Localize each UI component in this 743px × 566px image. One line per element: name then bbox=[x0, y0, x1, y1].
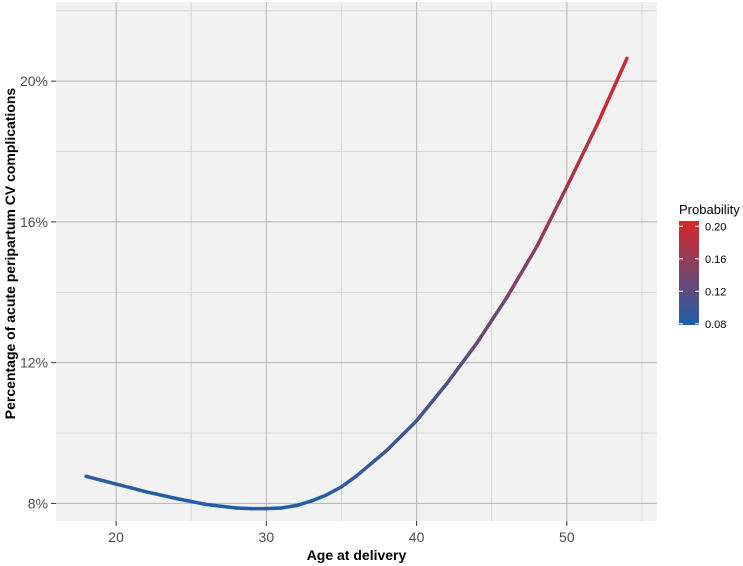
line-segment bbox=[339, 474, 359, 489]
x-tick-label: 50 bbox=[559, 529, 575, 545]
legend-label: 0.08 bbox=[705, 319, 726, 331]
line-segment bbox=[204, 502, 239, 510]
legend-label: 0.12 bbox=[705, 286, 726, 298]
legend: Probability 0.20 0.16 0.12 0.08 bbox=[679, 202, 740, 331]
line-segment bbox=[595, 56, 629, 127]
tick-labels: 20 30 40 50 8% 12% 16% 20% bbox=[20, 73, 575, 545]
y-tick-label: 16% bbox=[20, 214, 48, 230]
line-segment bbox=[294, 499, 314, 508]
legend-colorbar bbox=[679, 221, 699, 325]
line-segment bbox=[354, 448, 389, 478]
line-segment bbox=[505, 244, 539, 300]
y-tick-label: 12% bbox=[20, 355, 48, 371]
y-axis-title: Percentage of acute peripartum CV compli… bbox=[2, 88, 18, 420]
line-segment bbox=[309, 493, 329, 503]
legend-ticks: 0.20 0.16 0.12 0.08 bbox=[679, 221, 726, 331]
line-segment bbox=[324, 485, 344, 497]
plot-panel bbox=[56, 2, 657, 521]
line-segment bbox=[114, 482, 148, 494]
grid-lines bbox=[56, 2, 657, 521]
line-segment bbox=[144, 490, 178, 501]
axis-ticks bbox=[51, 80, 568, 526]
line-segment bbox=[414, 382, 449, 423]
line-segment bbox=[565, 123, 599, 189]
x-tick-label: 20 bbox=[108, 529, 124, 545]
y-tick-label: 20% bbox=[20, 73, 48, 89]
line-segment bbox=[474, 295, 509, 346]
line-segment bbox=[384, 418, 419, 453]
y-tick-label: 8% bbox=[28, 495, 48, 511]
x-tick-label: 40 bbox=[409, 529, 425, 545]
legend-label: 0.16 bbox=[705, 254, 726, 266]
line-segment bbox=[84, 474, 118, 486]
line-segment bbox=[444, 341, 479, 386]
line-segment bbox=[234, 506, 254, 511]
line-segment bbox=[535, 184, 569, 249]
data-line bbox=[84, 56, 629, 511]
line-segment bbox=[279, 503, 299, 510]
line-segment bbox=[174, 496, 208, 507]
legend-title: Probability bbox=[679, 202, 740, 217]
line-segment bbox=[264, 506, 284, 511]
x-axis-title: Age at delivery bbox=[307, 547, 407, 563]
legend-label: 0.20 bbox=[705, 221, 726, 233]
x-tick-label: 30 bbox=[259, 529, 275, 545]
